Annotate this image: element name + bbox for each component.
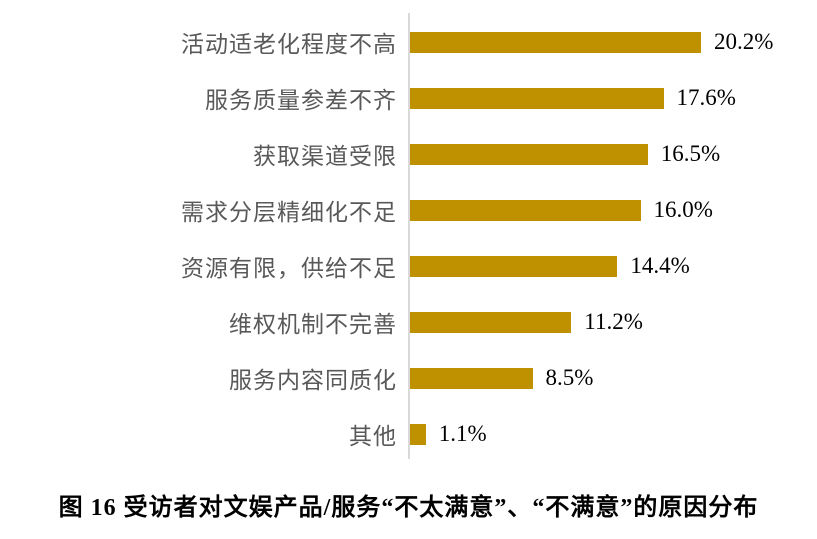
category-label: 获取渠道受限 <box>253 144 397 169</box>
value-label: 1.1% <box>438 421 487 446</box>
value-label: 16.0% <box>653 197 713 222</box>
value-label: 16.5% <box>660 141 721 166</box>
bar <box>410 367 533 389</box>
bar-row: 维权机制不完善 11.2% <box>0 294 817 350</box>
category-label: 服务质量参差不齐 <box>205 88 397 113</box>
category-label: 需求分层精细化不足 <box>181 200 397 225</box>
bar-row: 需求分层精细化不足 16.0% <box>0 182 817 238</box>
category-label: 资源有限，供给不足 <box>181 256 397 281</box>
bar-row: 获取渠道受限 16.5% <box>0 126 817 182</box>
value-label: 8.5% <box>545 365 594 390</box>
bar-chart: 活动适老化程度不高 20.2% 服务质量参差不齐 17.6% 获取渠道受限 16… <box>0 13 817 462</box>
bar <box>410 311 572 333</box>
bar-area: 16.0% <box>410 197 713 223</box>
bar-row: 资源有限，供给不足 14.4% <box>0 238 817 294</box>
bar-area: 17.6% <box>410 85 736 111</box>
category-label: 活动适老化程度不高 <box>181 32 397 57</box>
value-label: 11.2% <box>584 309 643 334</box>
category-label: 其他 <box>349 424 397 449</box>
bar <box>410 423 426 445</box>
bar-rows: 活动适老化程度不高 20.2% 服务质量参差不齐 17.6% 获取渠道受限 16… <box>0 14 817 462</box>
value-label: 17.6% <box>676 85 736 110</box>
chart-caption: 图 16 受访者对文娱产品/服务“不太满意”、“不满意”的原因分布 <box>58 495 759 521</box>
bar-row: 活动适老化程度不高 20.2% <box>0 14 817 70</box>
y-axis-line <box>408 13 410 459</box>
bar-row: 其他 1.1% <box>0 406 817 462</box>
bar-area: 11.2% <box>410 309 643 335</box>
category-label: 维权机制不完善 <box>229 312 397 337</box>
bar <box>410 143 648 165</box>
value-label: 20.2% <box>714 29 774 54</box>
value-label: 14.4% <box>630 253 690 278</box>
bar-area: 1.1% <box>410 421 487 447</box>
bar-row: 服务内容同质化 8.5% <box>0 350 817 406</box>
bar-area: 14.4% <box>410 253 690 279</box>
bar <box>410 31 701 53</box>
bar <box>410 199 641 221</box>
bar-row: 服务质量参差不齐 17.6% <box>0 70 817 126</box>
bar <box>410 255 618 277</box>
category-label: 服务内容同质化 <box>229 368 397 393</box>
bar-area: 20.2% <box>410 29 773 55</box>
bar-area: 8.5% <box>410 365 593 391</box>
bar <box>410 87 664 109</box>
bar-area: 16.5% <box>410 141 720 167</box>
